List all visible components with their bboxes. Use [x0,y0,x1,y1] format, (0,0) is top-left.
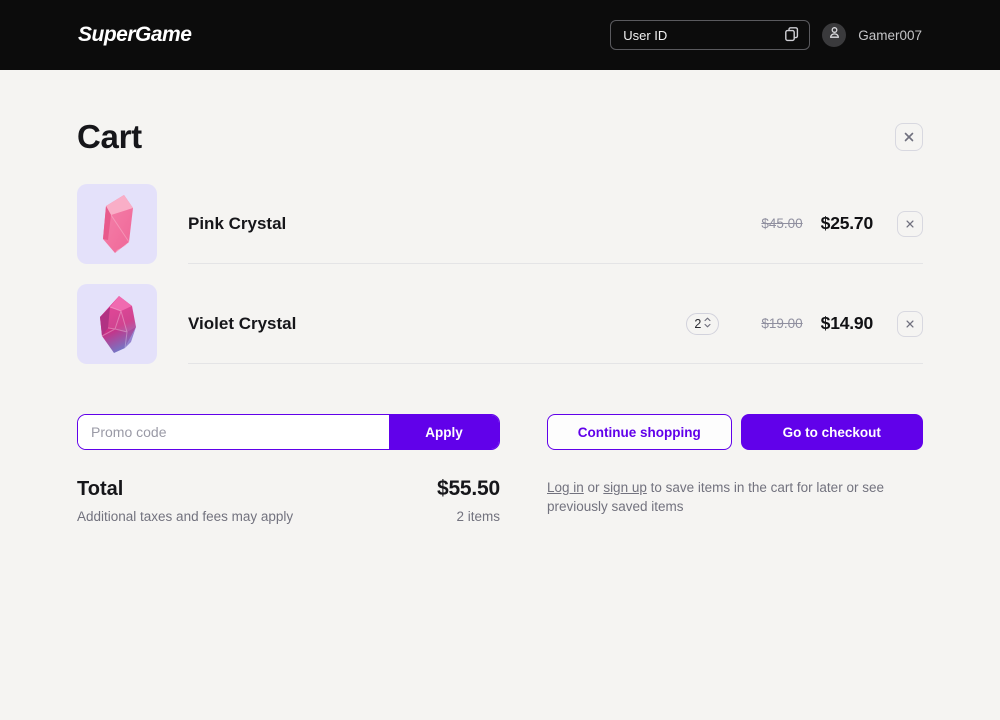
item-row-body: Pink Crystal $45.00 $25.70 [188,184,923,264]
login-note-rest: to save items in the cart for later or s… [547,480,884,514]
item-row-body: Violet Crystal 2 $19.00 $14.90 [188,284,923,364]
header-right-group: Gamer007 [610,20,922,50]
copy-icon [784,26,800,45]
item-pricing: $45.00 $25.70 [761,210,923,237]
quantity-value: 2 [694,316,702,331]
cart-header: Cart [77,118,923,156]
app-header: SuperGame Gamer007 [0,0,1000,70]
cart-footer: Apply Total $55.50 Additional taxes and … [77,414,923,524]
person-icon [827,25,842,45]
apply-promo-button[interactable]: Apply [389,415,499,449]
quantity-stepper[interactable]: 2 [686,312,720,335]
summary-column: Apply Total $55.50 Additional taxes and … [77,414,500,524]
totals-subrow: Additional taxes and fees may apply 2 it… [77,509,500,524]
close-icon [905,219,915,229]
remove-item-button[interactable] [897,310,923,337]
remove-item-button[interactable] [897,210,923,237]
page-title: Cart [77,118,142,155]
sign-up-link[interactable]: sign up [603,480,647,495]
product-image-pink-crystal [77,184,157,264]
close-cart-button[interactable] [895,123,923,151]
app-logo: SuperGame [78,23,192,46]
login-note-text: or [583,480,604,495]
item-old-price: $45.00 [761,216,803,231]
close-icon [903,131,915,143]
cart-page: Cart [0,70,1000,524]
product-image-violet-crystal [77,284,157,364]
item-price: $14.90 [820,313,874,333]
log-in-link[interactable]: Log in [547,480,584,495]
promo-code-group: Apply [77,414,500,450]
go-to-checkout-button[interactable]: Go to checkout [740,414,923,450]
items-count: 2 items [456,509,500,524]
cart-item-row: Violet Crystal 2 $19.00 $14.90 [77,284,923,364]
actions-column: Continue shopping Go to checkout Log in … [547,414,923,524]
item-price: $25.70 [820,213,874,233]
close-icon [905,319,915,329]
totals-row: Total $55.50 [77,477,500,501]
user-id-input[interactable] [611,27,830,43]
cart-item-row: Pink Crystal $45.00 $25.70 [77,184,923,264]
login-note: Log in or sign up to save items in the c… [547,479,923,516]
copy-user-id-button[interactable] [783,26,801,44]
action-buttons: Continue shopping Go to checkout [547,414,923,450]
total-value: $55.50 [436,477,500,500]
user-id-field-wrap [610,20,830,50]
pink-crystal-icon [103,195,133,253]
taxes-note: Additional taxes and fees may apply [77,509,294,524]
item-name: Violet Crystal [188,313,297,333]
item-old-price: $19.00 [761,316,803,331]
username-label: Gamer007 [858,27,922,43]
total-label: Total [77,478,124,500]
item-pricing: 2 $19.00 $14.90 [686,310,923,337]
stepper-arrows-icon [704,315,711,333]
item-name: Pink Crystal [188,213,287,233]
promo-code-input[interactable] [78,415,389,449]
continue-shopping-button[interactable]: Continue shopping [547,414,732,450]
violet-crystal-icon [100,296,136,353]
